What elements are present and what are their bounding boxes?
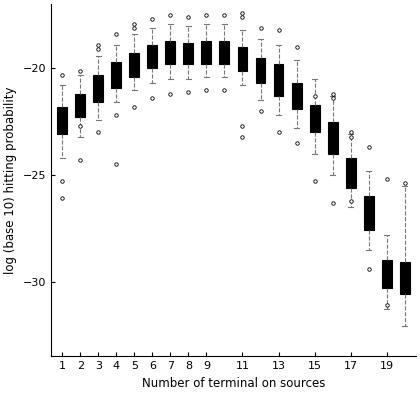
PathPatch shape <box>220 41 229 64</box>
PathPatch shape <box>273 64 284 96</box>
Y-axis label: log (base 10) hitting probability: log (base 10) hitting probability <box>5 87 18 274</box>
PathPatch shape <box>382 260 392 288</box>
PathPatch shape <box>57 107 67 134</box>
PathPatch shape <box>75 94 85 117</box>
X-axis label: Number of terminal on sources: Number of terminal on sources <box>142 377 325 390</box>
PathPatch shape <box>364 196 374 230</box>
PathPatch shape <box>310 105 320 132</box>
PathPatch shape <box>93 75 103 102</box>
PathPatch shape <box>184 43 193 64</box>
PathPatch shape <box>346 158 356 188</box>
PathPatch shape <box>111 62 121 87</box>
PathPatch shape <box>291 83 302 109</box>
PathPatch shape <box>400 262 410 294</box>
PathPatch shape <box>238 47 247 71</box>
PathPatch shape <box>147 45 157 69</box>
PathPatch shape <box>129 54 139 77</box>
PathPatch shape <box>328 122 338 154</box>
PathPatch shape <box>165 41 175 64</box>
PathPatch shape <box>255 58 265 83</box>
PathPatch shape <box>202 41 211 64</box>
